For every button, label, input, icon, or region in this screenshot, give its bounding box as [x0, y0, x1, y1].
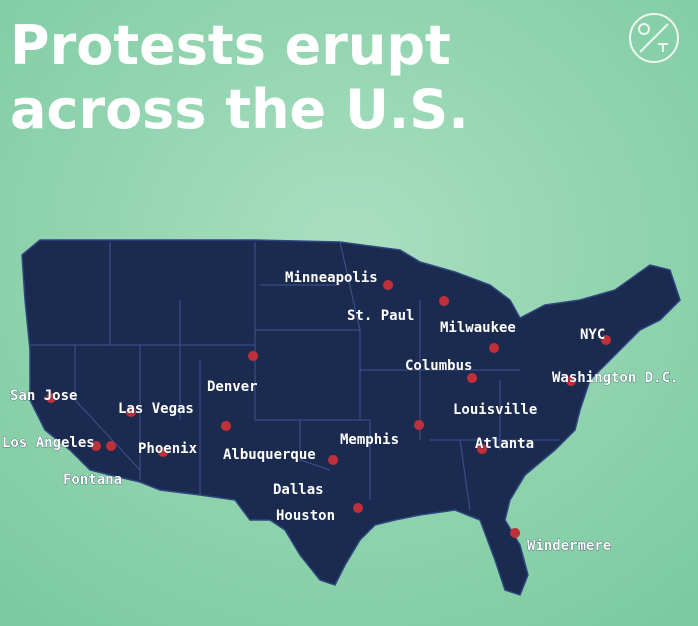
city-label: Milwaukee — [440, 320, 516, 336]
city-label: Memphis — [340, 432, 399, 448]
city-label: Houston — [276, 508, 335, 524]
city-label: Dallas — [273, 482, 324, 498]
city-label: Windermere — [527, 538, 611, 554]
city-label: NYC — [580, 327, 605, 343]
city-label: Minneapolis — [285, 270, 378, 286]
pins — [46, 280, 612, 538]
title-line-1: Protests erupt — [10, 14, 451, 77]
city-label: Washington D.C. — [552, 370, 678, 386]
us-map — [21, 239, 681, 596]
city-label: St. Paul — [347, 308, 414, 324]
city-label: Columbus — [405, 358, 472, 374]
city-label: Albuquerque — [223, 447, 316, 463]
logo — [629, 13, 679, 63]
city-labels: Minneapolis St. Paul Milwaukee NYC Colum… — [2, 270, 679, 555]
city-label: Los Angeles — [2, 435, 95, 451]
city-label: Las Vegas — [118, 401, 194, 417]
city-label: San Jose — [10, 388, 77, 404]
city-label: Atlanta — [475, 436, 534, 452]
city-label: Fontana — [63, 472, 122, 488]
city-label: Phoenix — [138, 441, 198, 457]
city-label: Denver — [207, 379, 258, 395]
title-line-2: across the U.S. — [10, 78, 469, 141]
city-label: Louisville — [453, 402, 537, 418]
